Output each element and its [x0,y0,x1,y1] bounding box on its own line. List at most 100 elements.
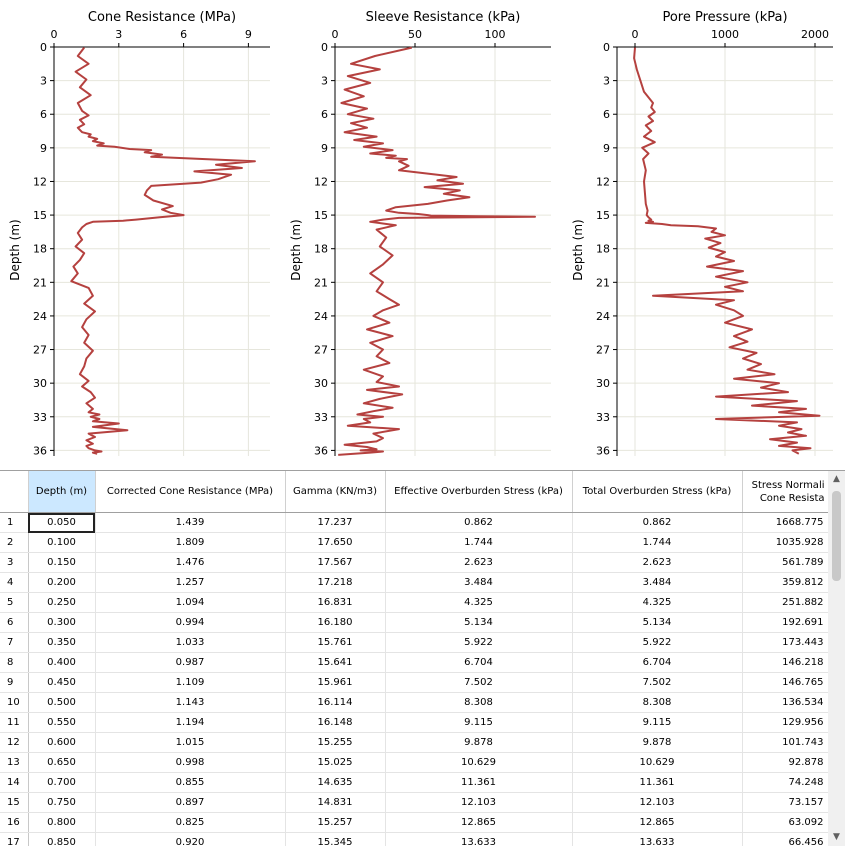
table-cell[interactable]: 0.825 [95,813,285,833]
table-cell[interactable]: 173.443 [742,633,828,653]
table-cell[interactable]: 14.831 [285,793,385,813]
table-cell[interactable]: 15.761 [285,633,385,653]
table-cell[interactable]: 561.789 [742,553,828,573]
col-header-gamma[interactable]: Gamma (KN/m3) [285,471,385,513]
table-cell[interactable]: 16.148 [285,713,385,733]
table-cell[interactable]: 0.500 [28,693,95,713]
table-cell[interactable]: 7.502 [572,673,742,693]
table-cell[interactable]: 0.250 [28,593,95,613]
table-cell[interactable]: 0.862 [385,513,572,533]
table-cell[interactable]: 4.325 [572,593,742,613]
table-cell[interactable]: 1035.928 [742,533,828,553]
table-cell[interactable]: 16.831 [285,593,385,613]
table-cell[interactable]: 17.650 [285,533,385,553]
table-cell[interactable]: 16.180 [285,613,385,633]
table-cell[interactable]: 12.103 [385,793,572,813]
table-cell[interactable]: 12.865 [572,813,742,833]
scroll-up-arrow-icon[interactable]: ▲ [828,471,845,488]
table-cell[interactable]: 1.143 [95,693,285,713]
table-cell[interactable]: 0.400 [28,653,95,673]
table-cell[interactable]: 15.255 [285,733,385,753]
table-cell[interactable]: 0.750 [28,793,95,813]
table-cell[interactable]: 1.094 [95,593,285,613]
table-cell[interactable]: 359.812 [742,573,828,593]
col-header-total-overburden-stress[interactable]: Total Overburden Stress (kPa) [572,471,742,513]
table-cell[interactable]: 15.641 [285,653,385,673]
table-cell[interactable]: 92.878 [742,753,828,773]
table-cell[interactable]: 0.987 [95,653,285,673]
table-cell[interactable]: 1.744 [572,533,742,553]
table-cell[interactable]: 8.308 [385,693,572,713]
scroll-down-arrow-icon[interactable]: ▼ [828,829,845,846]
table-cell[interactable]: 0.200 [28,573,95,593]
table-cell[interactable]: 15.961 [285,673,385,693]
table-cell[interactable]: 16.114 [285,693,385,713]
table-cell[interactable]: 1.476 [95,553,285,573]
table-cell[interactable]: 0.897 [95,793,285,813]
table-cell[interactable]: 10.629 [385,753,572,773]
table-cell[interactable]: 15.025 [285,753,385,773]
table-cell[interactable]: 1.809 [95,533,285,553]
table-cell[interactable]: 13.633 [385,833,572,846]
table-cell[interactable]: 1.033 [95,633,285,653]
table-cell[interactable]: 17.567 [285,553,385,573]
table-cell[interactable]: 0.100 [28,533,95,553]
table-cell[interactable]: 1.257 [95,573,285,593]
table-cell[interactable]: 0.920 [95,833,285,846]
table-cell[interactable]: 5.922 [385,633,572,653]
table-cell[interactable]: 0.855 [95,773,285,793]
table-cell[interactable]: 1.439 [95,513,285,533]
table-cell[interactable]: 1.015 [95,733,285,753]
table-cell[interactable]: 0.650 [28,753,95,773]
table-cell[interactable]: 11.361 [385,773,572,793]
table-cell[interactable]: 7.502 [385,673,572,693]
table-cell[interactable]: 9.115 [572,713,742,733]
table-cell[interactable]: 17.218 [285,573,385,593]
table-cell[interactable]: 2.623 [572,553,742,573]
table-cell[interactable]: 6.704 [572,653,742,673]
table-cell[interactable]: 0.550 [28,713,95,733]
table-cell[interactable]: 5.134 [385,613,572,633]
table-cell[interactable]: 192.691 [742,613,828,633]
table-cell[interactable]: 12.865 [385,813,572,833]
table-cell[interactable]: 1.194 [95,713,285,733]
table-cell[interactable]: 0.862 [572,513,742,533]
table-cell[interactable]: 8.308 [572,693,742,713]
table-cell[interactable]: 3.484 [572,573,742,593]
vertical-scrollbar[interactable]: ▲ ▼ [828,471,845,846]
col-header-corrected-cone-resistance[interactable]: Corrected Cone Resistance (MPa) [95,471,285,513]
table-cell[interactable]: 0.998 [95,753,285,773]
table-cell[interactable]: 9.878 [385,733,572,753]
table-cell[interactable]: 0.350 [28,633,95,653]
table-cell[interactable]: 14.635 [285,773,385,793]
table-cell[interactable]: 9.878 [572,733,742,753]
table-cell[interactable]: 17.237 [285,513,385,533]
table-cell[interactable]: 10.629 [572,753,742,773]
table-cell[interactable]: 0.450 [28,673,95,693]
table-cell[interactable]: 2.623 [385,553,572,573]
table-cell[interactable]: 251.882 [742,593,828,613]
table-cell[interactable]: 146.218 [742,653,828,673]
table-cell[interactable]: 6.704 [385,653,572,673]
table-cell[interactable]: 0.700 [28,773,95,793]
table-cell[interactable]: 13.633 [572,833,742,846]
table-cell[interactable]: 0.850 [28,833,95,846]
table-cell[interactable]: 1.109 [95,673,285,693]
table-cell[interactable]: 0.600 [28,733,95,753]
table-cell[interactable]: 3.484 [385,573,572,593]
col-header-effective-overburden-stress[interactable]: Effective Overburden Stress (kPa) [385,471,572,513]
table-cell[interactable]: 15.345 [285,833,385,846]
col-header-depth[interactable]: Depth (m) [28,471,95,513]
table-cell[interactable]: 15.257 [285,813,385,833]
table-cell[interactable]: 63.092 [742,813,828,833]
table-cell[interactable]: 136.534 [742,693,828,713]
